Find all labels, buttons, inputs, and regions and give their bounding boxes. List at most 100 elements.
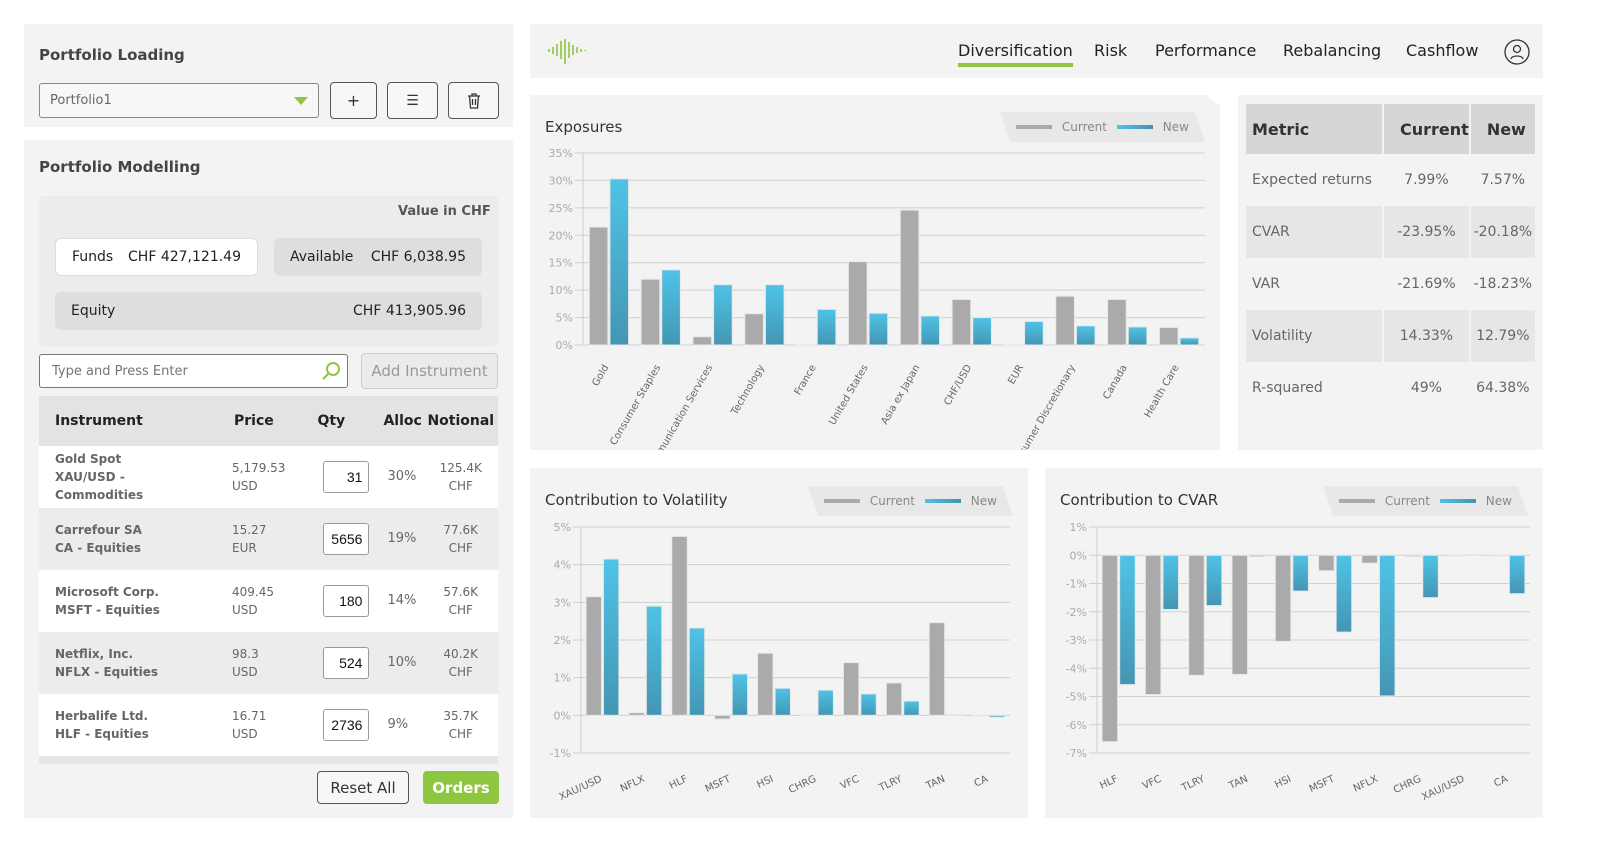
legend-swatch-new bbox=[1116, 125, 1153, 129]
notional-value: 35.7K bbox=[443, 709, 479, 723]
qty-input[interactable] bbox=[323, 647, 370, 679]
bar-new bbox=[661, 269, 681, 346]
instrument-name: Herbalife Ltd. bbox=[55, 709, 149, 723]
metric-current: 49% bbox=[1383, 362, 1471, 414]
search-icon[interactable] bbox=[321, 361, 341, 381]
tab-diversification[interactable]: Diversification bbox=[958, 41, 1073, 67]
notional-currency: CHF bbox=[448, 479, 473, 493]
portfolio-modelling-title: Portfolio Modelling bbox=[39, 158, 201, 176]
bar-new bbox=[816, 308, 837, 346]
tab-performance[interactable]: Performance bbox=[1155, 41, 1257, 60]
plus-icon: + bbox=[346, 91, 361, 110]
notional-value: 125.4K bbox=[439, 461, 482, 475]
exposures-panel bbox=[530, 95, 1220, 450]
alloc-cell: 30% bbox=[369, 446, 424, 508]
table-row: Carrefour SA CA - Equities 15.27 EUR 19% 7… bbox=[39, 508, 498, 570]
price-value: 16.71 bbox=[232, 709, 267, 723]
notional-currency: CHF bbox=[448, 603, 473, 617]
y-tick-label: 35% bbox=[549, 147, 573, 160]
x-tick-label: MSFT bbox=[1308, 773, 1338, 795]
add-portfolio-button[interactable]: + bbox=[330, 82, 377, 119]
settings-button[interactable]: ☰ bbox=[387, 82, 438, 119]
y-tick-label: 5% bbox=[554, 521, 571, 534]
y-tick-label: 2% bbox=[554, 634, 571, 647]
available-card: Available CHF 6,038.95 bbox=[274, 238, 482, 276]
add-instrument-button[interactable]: Add Instrument bbox=[361, 353, 498, 389]
x-tick-label: CA bbox=[973, 774, 990, 790]
y-tick-label: 10% bbox=[549, 284, 573, 297]
alloc-cell: 10% bbox=[369, 632, 424, 694]
table-header: Instrument Price Qty Alloc Notional bbox=[39, 396, 498, 446]
user-avatar-icon[interactable] bbox=[1504, 39, 1530, 65]
portfolio-loading-title: Portfolio Loading bbox=[39, 46, 185, 64]
bar-current bbox=[951, 298, 972, 346]
x-tick-label: CA bbox=[1492, 774, 1509, 790]
qty-input[interactable] bbox=[323, 523, 370, 555]
y-tick-label: 30% bbox=[549, 174, 573, 187]
y-tick-label: -5% bbox=[1066, 691, 1087, 704]
bar-current bbox=[1318, 554, 1335, 572]
orders-button[interactable]: Orders bbox=[423, 771, 499, 804]
instrument-name: Gold Spot bbox=[55, 452, 122, 466]
reset-all-button[interactable]: Reset All bbox=[317, 771, 409, 804]
exposures-legend: Current New bbox=[1000, 112, 1205, 142]
instrument-search[interactable] bbox=[39, 354, 348, 388]
metric-new: 7.57% bbox=[1469, 154, 1537, 206]
bar-current bbox=[842, 662, 860, 716]
bar-new bbox=[1378, 554, 1396, 697]
legend-new: New bbox=[1485, 494, 1512, 508]
qty-input[interactable] bbox=[323, 461, 370, 493]
cvar-title: Contribution to CVAR bbox=[1060, 491, 1219, 509]
y-tick-label: 3% bbox=[554, 596, 571, 609]
y-tick-label: 0% bbox=[1070, 549, 1087, 562]
bar-current bbox=[640, 278, 661, 346]
bar-new bbox=[731, 673, 749, 716]
instrument-sub: MSFT - Equities bbox=[55, 603, 160, 617]
bar-current bbox=[1447, 554, 1465, 557]
table-scroll-fade bbox=[39, 756, 498, 764]
bar-current bbox=[800, 714, 817, 717]
alloc-cell: 14% bbox=[369, 570, 424, 632]
price-cell: 409.45 USD bbox=[216, 570, 286, 632]
qty-cell bbox=[285, 694, 370, 756]
bar-new bbox=[645, 605, 663, 716]
metric-row: Volatility 14.33% 12.79% bbox=[1246, 310, 1537, 362]
x-tick-label: EUR bbox=[1006, 363, 1026, 386]
col-metric: Metric bbox=[1246, 104, 1384, 154]
price-cell: 15.27 EUR bbox=[216, 508, 286, 570]
col-price: Price bbox=[216, 396, 286, 446]
delete-portfolio-button[interactable] bbox=[448, 82, 499, 119]
x-tick-label: Asia ex Japan bbox=[879, 363, 922, 427]
tab-rebalancing[interactable]: Rebalancing bbox=[1283, 41, 1382, 60]
portfolio-select[interactable]: Portfolio1 bbox=[39, 83, 319, 118]
tab-cashflow[interactable]: Cashflow bbox=[1406, 41, 1479, 60]
bar-new bbox=[1508, 554, 1526, 595]
price-cell: 16.71 USD bbox=[216, 694, 286, 756]
y-tick-label: -2% bbox=[1066, 606, 1087, 619]
bar-current bbox=[757, 652, 774, 716]
qty-input[interactable] bbox=[323, 585, 370, 617]
legend-swatch-new bbox=[1439, 499, 1476, 503]
bar-new bbox=[1249, 554, 1266, 558]
metric-name: VAR bbox=[1246, 258, 1384, 310]
bar-current bbox=[971, 714, 989, 717]
metric-name: Expected returns bbox=[1246, 154, 1384, 206]
x-tick-label: VFC bbox=[1141, 774, 1163, 792]
bar-current bbox=[1491, 554, 1508, 557]
notional-value: 57.6K bbox=[443, 585, 479, 599]
qty-cell bbox=[285, 570, 370, 632]
col-notional: Notional bbox=[423, 396, 498, 446]
bar-new bbox=[868, 312, 889, 346]
bar-current bbox=[847, 261, 868, 346]
logo-icon bbox=[548, 39, 586, 64]
bar-new bbox=[1422, 554, 1439, 599]
metric-current: 7.99% bbox=[1383, 154, 1471, 206]
search-input[interactable] bbox=[40, 355, 310, 387]
metric-new: 12.79% bbox=[1469, 310, 1537, 362]
metric-current: 14.33% bbox=[1383, 310, 1471, 362]
top-nav-bar bbox=[530, 24, 1543, 78]
metric-row: Expected returns 7.99% 7.57% bbox=[1246, 154, 1537, 206]
notional-currency: CHF bbox=[448, 727, 473, 741]
qty-input[interactable] bbox=[323, 709, 370, 741]
tab-risk[interactable]: Risk bbox=[1094, 41, 1128, 60]
